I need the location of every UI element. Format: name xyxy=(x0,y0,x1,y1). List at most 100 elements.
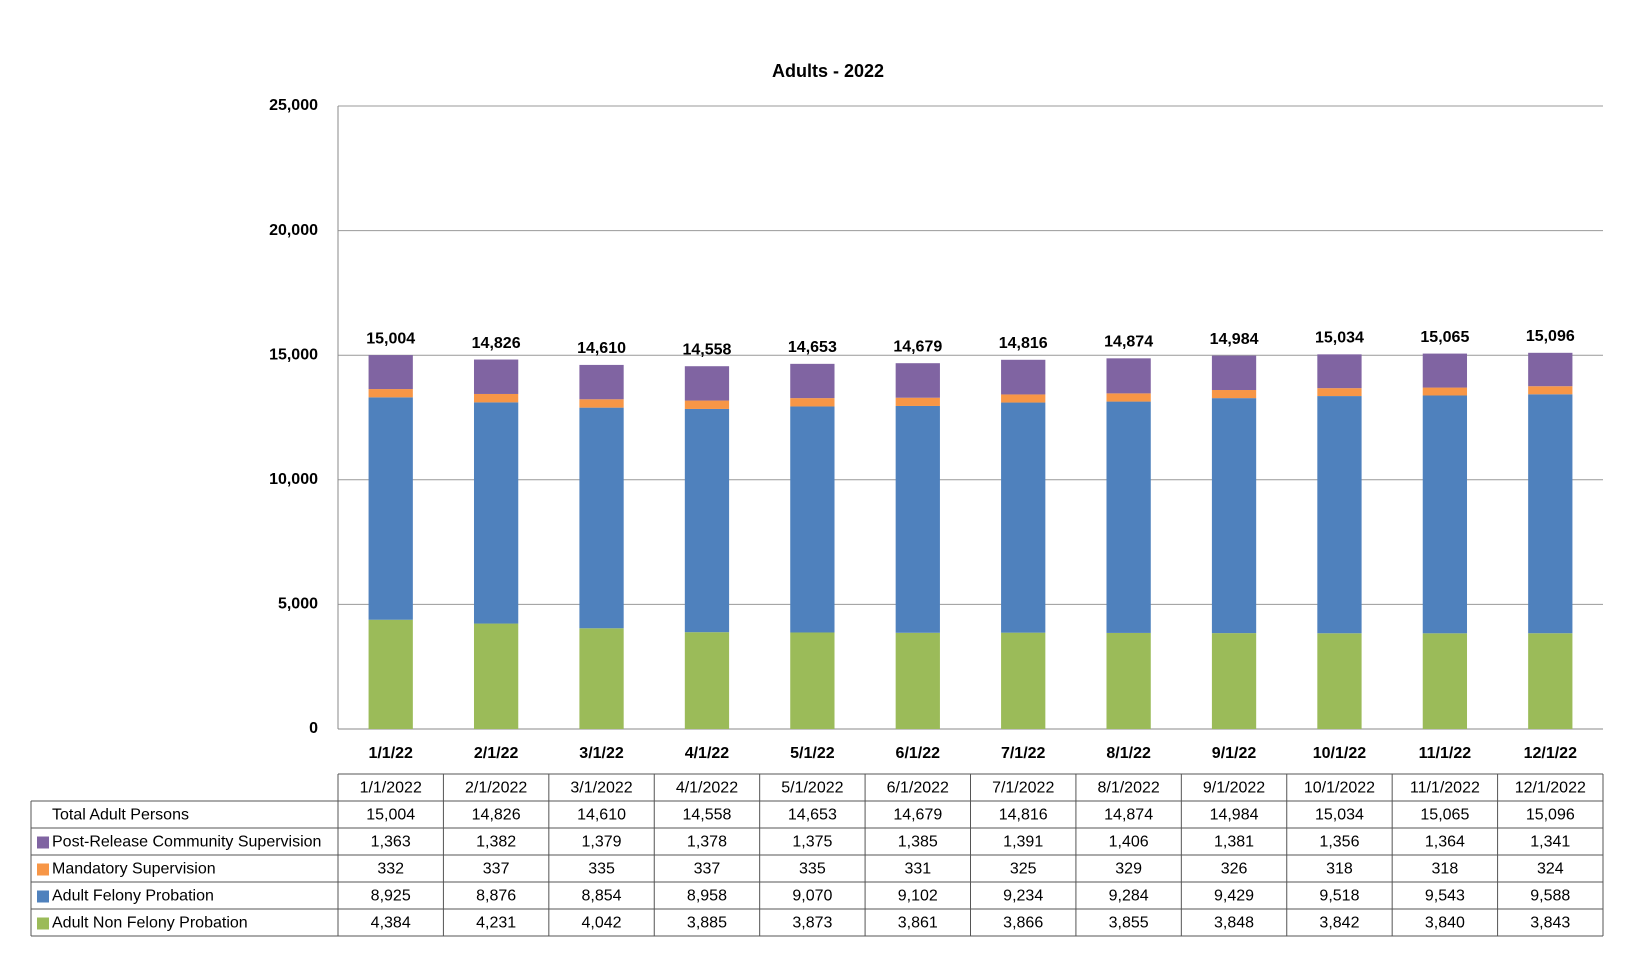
table-header: 6/1/2022 xyxy=(887,780,949,797)
x-tick-label: 7/1/22 xyxy=(1001,745,1046,762)
bar-segment xyxy=(895,397,940,406)
legend-swatch xyxy=(37,890,49,903)
table-header: 7/1/2022 xyxy=(992,780,1054,797)
table-cell: 1,382 xyxy=(476,834,516,851)
table-cell: 14,558 xyxy=(682,807,731,824)
legend-label: Post-Release Community Supervision xyxy=(52,834,321,851)
bar-segment xyxy=(790,406,835,633)
bar-segment xyxy=(473,393,519,403)
bar-segment xyxy=(579,407,624,629)
total-label: 15,096 xyxy=(1526,328,1575,345)
y-tick-label: 15,000 xyxy=(269,346,318,363)
bar-segment xyxy=(1528,633,1573,729)
table-cell: 8,876 xyxy=(476,888,516,905)
bar-segment xyxy=(368,389,413,398)
table-header: 11/1/2022 xyxy=(1410,780,1480,797)
table-header: 1/1/2022 xyxy=(360,780,422,797)
table-cell: 15,034 xyxy=(1315,807,1364,824)
bar-segment xyxy=(1317,354,1362,389)
table-header: 2/1/2022 xyxy=(465,780,527,797)
legend-swatch xyxy=(37,863,49,876)
table-cell: 325 xyxy=(1010,861,1037,878)
bar-segment xyxy=(1211,390,1257,399)
total-label: 15,004 xyxy=(366,330,415,347)
x-tick-label: 3/1/22 xyxy=(579,745,624,762)
table-cell: 1,391 xyxy=(1003,834,1043,851)
bar-segment xyxy=(1106,358,1151,394)
table-cell: 1,381 xyxy=(1214,834,1254,851)
bar-segment xyxy=(1211,633,1257,729)
bar-segment xyxy=(579,628,624,729)
table-cell: 3,861 xyxy=(898,915,938,932)
bar-segment xyxy=(1317,388,1362,397)
table-header: 8/1/2022 xyxy=(1097,780,1159,797)
table-cell: 9,543 xyxy=(1425,888,1465,905)
table-cell: 329 xyxy=(1115,861,1142,878)
table-cell: 1,363 xyxy=(371,834,411,851)
x-tick-label: 2/1/22 xyxy=(474,745,519,762)
bar-segment xyxy=(895,363,940,398)
table-cell: 15,004 xyxy=(366,807,415,824)
y-tick-label: 25,000 xyxy=(269,97,318,114)
table-cell: 3,843 xyxy=(1530,915,1570,932)
bar-segment xyxy=(1211,355,1257,391)
table-cell: 8,854 xyxy=(582,888,622,905)
bar-segment xyxy=(368,355,413,390)
bar-segment xyxy=(579,364,624,400)
bar-segment xyxy=(684,366,730,401)
table-cell: 335 xyxy=(799,861,826,878)
bar-segment xyxy=(684,632,730,729)
bar-segment xyxy=(473,623,519,729)
x-tick-label: 5/1/22 xyxy=(790,745,835,762)
table-cell: 3,855 xyxy=(1109,915,1149,932)
table-cell: 1,385 xyxy=(898,834,938,851)
table-cell: 8,925 xyxy=(371,888,411,905)
row-label: Total Adult Persons xyxy=(52,807,189,824)
table-header: 4/1/2022 xyxy=(676,780,738,797)
table-cell: 3,885 xyxy=(687,915,727,932)
total-label: 15,065 xyxy=(1420,329,1469,346)
y-tick-label: 20,000 xyxy=(269,222,318,239)
table-header: 9/1/2022 xyxy=(1203,780,1265,797)
table-cell: 9,102 xyxy=(898,888,938,905)
table-cell: 14,826 xyxy=(472,807,521,824)
table-cell: 1,364 xyxy=(1425,834,1465,851)
table-cell: 4,231 xyxy=(476,915,516,932)
table-cell: 324 xyxy=(1537,861,1564,878)
bar-segment xyxy=(790,632,835,729)
table-cell: 1,356 xyxy=(1319,834,1359,851)
total-label: 14,679 xyxy=(893,338,942,355)
bar-segment xyxy=(1528,394,1573,634)
table-cell: 318 xyxy=(1432,861,1459,878)
table-cell: 9,234 xyxy=(1003,888,1043,905)
bar-segment xyxy=(473,359,519,394)
x-tick-label: 8/1/22 xyxy=(1106,745,1151,762)
table-cell: 331 xyxy=(904,861,931,878)
y-tick-label: 10,000 xyxy=(269,471,318,488)
bar-segment xyxy=(1422,353,1468,388)
table-cell: 332 xyxy=(377,861,404,878)
table-cell: 337 xyxy=(483,861,510,878)
x-tick-label: 11/1/22 xyxy=(1419,745,1472,762)
table-cell: 1,406 xyxy=(1109,834,1149,851)
table-cell: 1,378 xyxy=(687,834,727,851)
table-cell: 15,096 xyxy=(1526,807,1575,824)
x-tick-label: 1/1/22 xyxy=(368,745,413,762)
bar-segment xyxy=(895,632,940,729)
table-cell: 15,065 xyxy=(1420,807,1469,824)
x-tick-label: 12/1/22 xyxy=(1524,745,1577,762)
bar-segment xyxy=(1528,386,1573,395)
table-cell: 1,375 xyxy=(792,834,832,851)
bar-segment xyxy=(579,399,624,408)
bar-segment xyxy=(1001,359,1046,395)
y-tick-label: 5,000 xyxy=(278,596,318,613)
table-cell: 3,866 xyxy=(1003,915,1043,932)
bar-segment xyxy=(1317,396,1362,634)
table-cell: 14,679 xyxy=(893,807,942,824)
table-header: 3/1/2022 xyxy=(570,780,632,797)
bar-segment xyxy=(368,397,413,620)
legend-label: Adult Felony Probation xyxy=(52,888,214,905)
bar-segment xyxy=(1528,352,1573,387)
bar-segment xyxy=(790,398,835,407)
